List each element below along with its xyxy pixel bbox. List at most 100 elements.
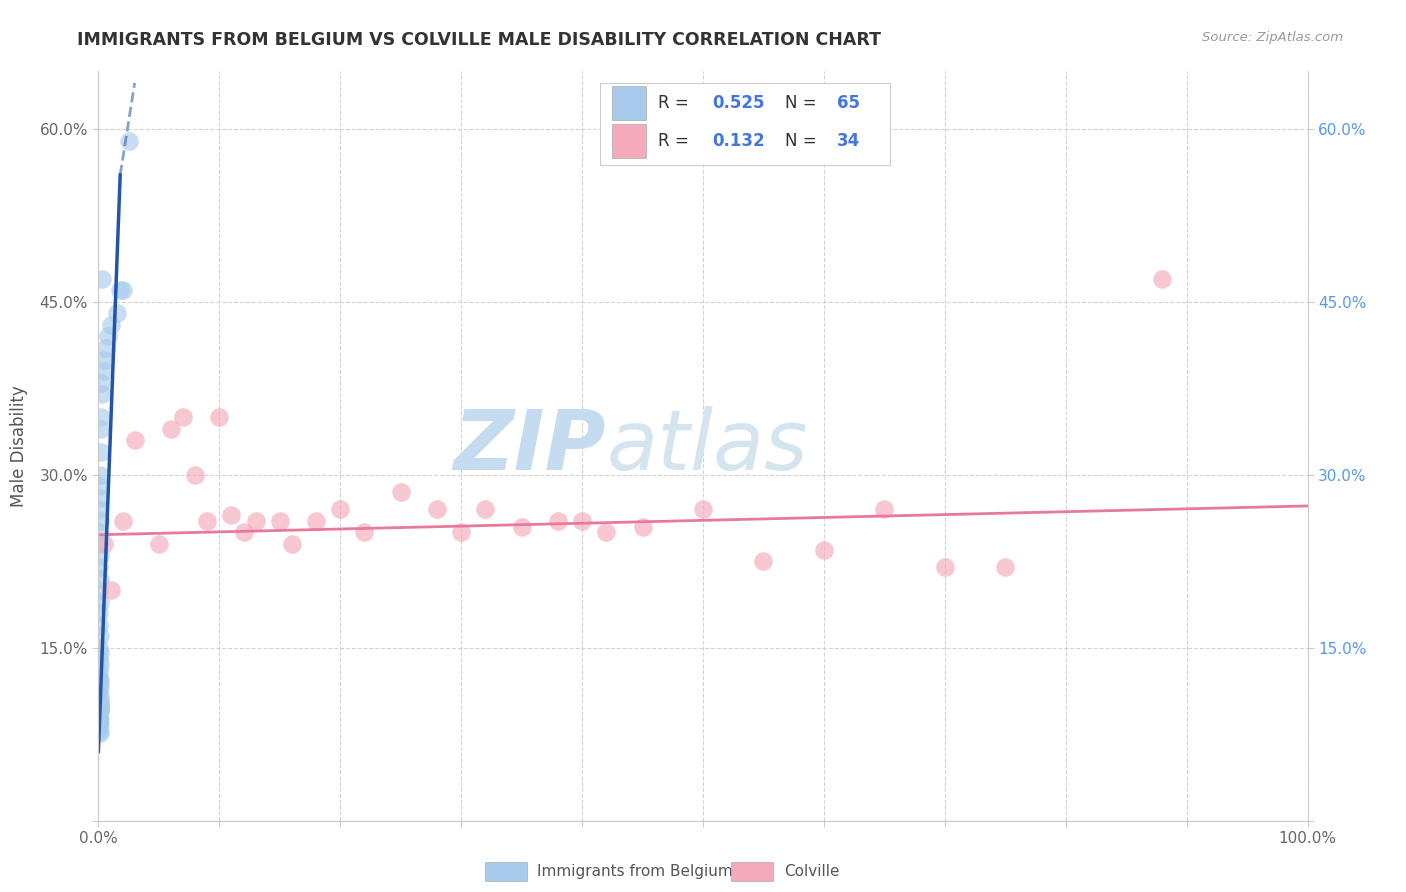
Text: 0.132: 0.132 xyxy=(713,132,765,150)
Text: 34: 34 xyxy=(837,132,860,150)
Point xyxy=(934,560,956,574)
Point xyxy=(89,718,111,732)
Point xyxy=(89,664,111,678)
Point xyxy=(89,702,111,716)
Point xyxy=(89,629,111,643)
Point xyxy=(89,699,111,714)
Point xyxy=(89,572,111,586)
Point xyxy=(389,485,412,500)
Text: R =: R = xyxy=(658,95,695,112)
Point xyxy=(89,689,111,703)
Text: N =: N = xyxy=(785,95,823,112)
Point xyxy=(97,329,120,343)
Point xyxy=(89,606,111,620)
Point xyxy=(305,514,328,528)
Point xyxy=(89,712,111,726)
Point xyxy=(100,583,122,598)
Point xyxy=(89,715,111,730)
Text: IMMIGRANTS FROM BELGIUM VS COLVILLE MALE DISABILITY CORRELATION CHART: IMMIGRANTS FROM BELGIUM VS COLVILLE MALE… xyxy=(77,31,882,49)
Point xyxy=(89,703,111,717)
Point xyxy=(89,652,111,666)
Point xyxy=(89,714,111,728)
Point xyxy=(329,502,352,516)
Point xyxy=(89,708,111,723)
Point xyxy=(208,410,231,425)
Point xyxy=(873,502,896,516)
FancyBboxPatch shape xyxy=(600,83,890,165)
Text: Source: ZipAtlas.com: Source: ZipAtlas.com xyxy=(1202,31,1343,45)
Point xyxy=(89,647,111,661)
Point xyxy=(89,549,111,563)
Point xyxy=(221,508,243,523)
Point xyxy=(89,673,111,687)
Point xyxy=(172,410,194,425)
Point xyxy=(89,694,111,708)
Point xyxy=(89,684,111,698)
Point xyxy=(87,710,110,724)
Point xyxy=(87,479,110,493)
Point xyxy=(89,594,111,608)
Point xyxy=(90,376,112,390)
Point xyxy=(93,537,115,551)
Point xyxy=(93,352,115,367)
Point xyxy=(184,467,207,482)
Point xyxy=(87,560,110,574)
Point xyxy=(89,467,111,482)
Point xyxy=(232,525,254,540)
Point xyxy=(89,697,111,711)
Point xyxy=(89,700,111,714)
Point xyxy=(474,502,496,516)
Point xyxy=(89,704,111,718)
Point xyxy=(118,134,141,148)
Point xyxy=(245,514,267,528)
Point xyxy=(426,502,449,516)
Point xyxy=(510,519,533,533)
Point xyxy=(353,525,375,540)
Point xyxy=(269,514,291,528)
Point xyxy=(89,707,111,722)
Point xyxy=(89,537,111,551)
Point xyxy=(89,696,111,710)
Point xyxy=(91,272,114,286)
Point xyxy=(111,284,134,298)
Point xyxy=(90,444,112,458)
Y-axis label: Male Disability: Male Disability xyxy=(10,385,28,507)
Text: Colville: Colville xyxy=(785,864,839,879)
Point xyxy=(595,525,617,540)
Point xyxy=(90,422,112,436)
Point xyxy=(160,422,183,436)
Point xyxy=(94,341,117,355)
Point xyxy=(89,502,111,516)
Point xyxy=(89,681,111,695)
Point xyxy=(87,675,110,690)
Point xyxy=(195,514,218,528)
Text: 0.525: 0.525 xyxy=(713,95,765,112)
Point xyxy=(91,387,114,401)
Point xyxy=(89,617,111,632)
Text: R =: R = xyxy=(658,132,695,150)
Point xyxy=(93,364,115,378)
Point xyxy=(89,491,111,505)
Point xyxy=(89,514,111,528)
Point xyxy=(87,722,110,736)
Point xyxy=(111,514,134,528)
Point xyxy=(87,640,110,655)
FancyBboxPatch shape xyxy=(613,87,647,120)
Point xyxy=(89,525,111,540)
Text: N =: N = xyxy=(785,132,823,150)
Point xyxy=(89,678,111,692)
FancyBboxPatch shape xyxy=(613,124,647,158)
Text: 65: 65 xyxy=(837,95,860,112)
Point xyxy=(100,318,122,332)
Point xyxy=(450,525,472,540)
Text: Immigrants from Belgium: Immigrants from Belgium xyxy=(537,864,733,879)
Point xyxy=(89,706,111,721)
Point xyxy=(752,554,775,568)
Point xyxy=(89,726,111,740)
Point xyxy=(124,434,146,448)
Point xyxy=(89,583,111,598)
Text: atlas: atlas xyxy=(606,406,808,486)
Point xyxy=(89,711,111,725)
Point xyxy=(994,560,1017,574)
Point xyxy=(90,410,112,425)
